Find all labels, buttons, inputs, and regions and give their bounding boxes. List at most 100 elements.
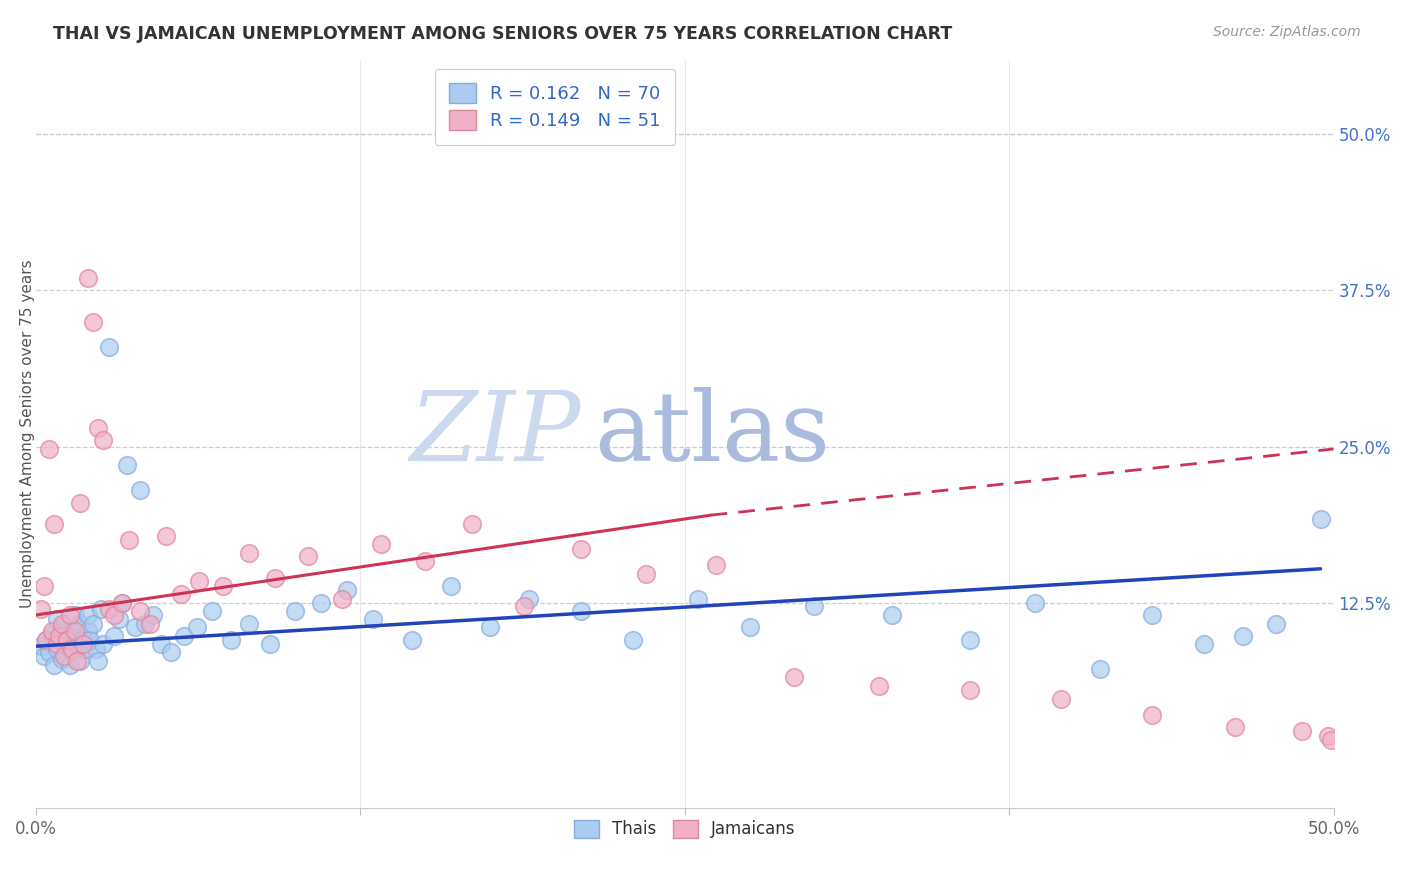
Point [108,612,131,626]
Point [284,604,307,618]
Point [110,595,132,609]
Point [76,607,98,622]
Point [149,637,172,651]
Point [69,616,91,631]
Point [103,607,125,622]
Point [959,632,981,647]
Point [41,624,63,639]
Point [1223,720,1246,734]
Point [1192,637,1215,651]
Point [30,601,52,615]
Point [783,670,806,684]
Text: atlas: atlas [593,387,830,481]
Point [155,529,177,543]
Point [63,607,86,622]
Point [42,657,65,672]
Point [479,620,502,634]
Legend: Thais, Jamaicans: Thais, Jamaicans [567,813,803,845]
Point [336,582,359,597]
Point [110,595,132,609]
Point [634,566,657,581]
Point [461,516,484,531]
Point [82,616,104,631]
Point [59,657,82,672]
Point [413,554,436,568]
Point [142,607,165,622]
Point [621,632,644,647]
Point [330,591,353,606]
Point [1309,512,1331,526]
Point [45,612,67,626]
Point [139,616,162,631]
Point [41,626,63,640]
Point [51,616,73,631]
Point [803,599,825,614]
Text: ZIP: ZIP [409,387,581,481]
Point [170,587,193,601]
Point [238,616,260,631]
Point [60,624,83,639]
Point [128,604,150,618]
Point [82,315,104,329]
Point [1024,595,1046,609]
Point [59,607,82,622]
Point [63,624,86,639]
Point [38,442,60,456]
Text: Source: ZipAtlas.com: Source: ZipAtlas.com [1213,25,1361,39]
Point [188,574,211,589]
Point [59,641,82,656]
Point [370,537,392,551]
Point [90,601,112,615]
Point [219,632,242,647]
Point [1265,616,1288,631]
Point [959,682,981,697]
Point [30,639,52,653]
Point [128,483,150,498]
Point [1291,724,1313,739]
Point [686,591,709,606]
Point [1140,607,1163,622]
Point [75,641,97,656]
Point [51,620,73,634]
Point [48,632,70,647]
Point [186,620,208,634]
Point [440,579,463,593]
Point [569,541,592,556]
Point [297,549,319,564]
Point [53,649,76,664]
Point [76,271,98,285]
Text: THAI VS JAMAICAN UNEMPLOYMENT AMONG SENIORS OVER 75 YEARS CORRELATION CHART: THAI VS JAMAICAN UNEMPLOYMENT AMONG SENI… [53,25,953,43]
Point [93,637,115,651]
Point [87,654,110,668]
Point [45,641,67,656]
Point [63,645,86,659]
Point [35,632,58,647]
Point [38,645,60,659]
Point [1140,707,1163,722]
Point [35,632,58,647]
Point [42,516,65,531]
Point [72,637,94,651]
Point [72,632,94,647]
Point [201,604,224,618]
Point [211,579,233,593]
Point [1317,729,1340,743]
Point [513,599,536,614]
Point [1088,662,1111,676]
Point [53,637,76,651]
Point [882,607,904,622]
Point [87,421,110,435]
Point [69,496,91,510]
Point [124,620,146,634]
Point [160,645,183,659]
Point [868,679,890,693]
Point [1232,629,1254,643]
Y-axis label: Unemployment Among Seniors over 75 years: Unemployment Among Seniors over 75 years [20,260,35,608]
Point [97,340,120,354]
Point [363,612,385,626]
Point [263,570,285,584]
Point [259,637,281,651]
Point [569,604,592,618]
Point [48,629,70,643]
Point [517,591,540,606]
